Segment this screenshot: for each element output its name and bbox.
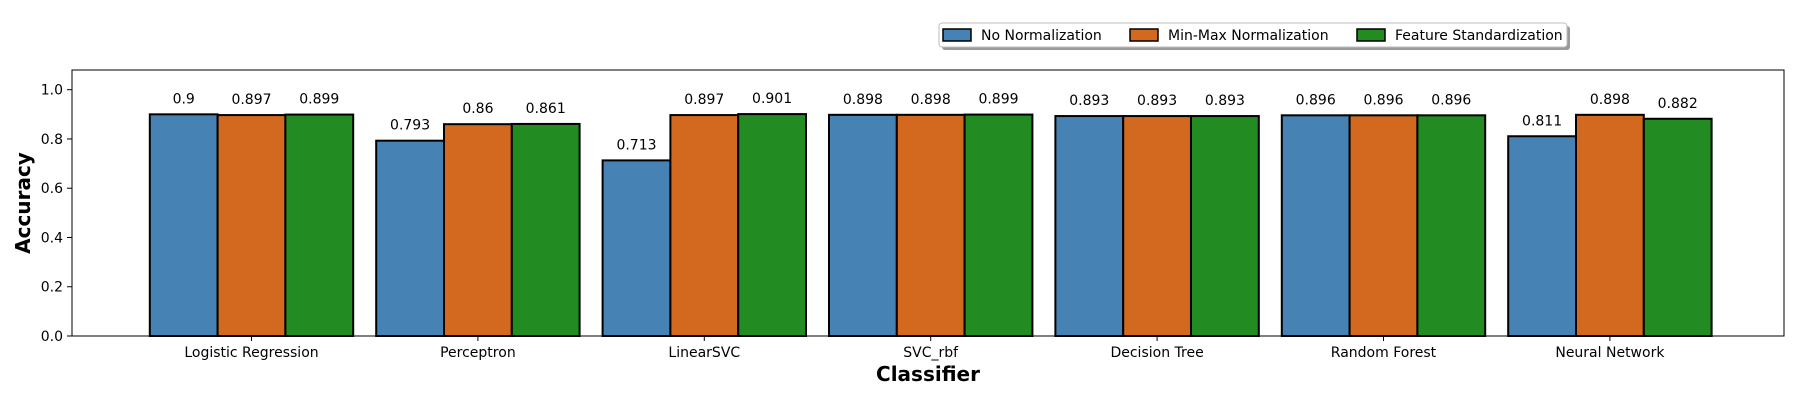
bars-group: [148, 113, 1713, 338]
bar-value-label: 0.897: [231, 92, 271, 108]
bar-value-label: 0.896: [1296, 92, 1336, 108]
bar: [443, 123, 513, 338]
bar: [1348, 114, 1419, 338]
y-tick-label: 0.6: [41, 181, 63, 197]
legend-label: No Normalization: [981, 28, 1102, 44]
bar: [828, 113, 898, 337]
bar: [1122, 115, 1192, 338]
y-axis: 0.0 0.2 0.4 0.6 0.8 1.0: [41, 83, 72, 345]
bar-value-label: 0.9: [173, 91, 195, 107]
bar: [737, 113, 808, 337]
bar-labels-group: 0.9 0.897 0.899 0.793 0.86 0.861 0.713 0.897 0.9…: [173, 91, 1698, 153]
bar-value-label: 0.793: [390, 118, 430, 134]
legend-swatch: [1129, 28, 1159, 42]
bar-value-label: 0.713: [616, 137, 656, 153]
bar-value-label: 0.897: [684, 92, 724, 108]
x-tick-label: Neural Network: [1555, 345, 1665, 361]
bar: [963, 113, 1034, 337]
bar-value-label: 0.896: [1431, 92, 1471, 108]
bar: [895, 113, 966, 337]
x-tick-label: Random Forest: [1331, 345, 1437, 361]
x-tick-label: Logistic Regression: [184, 345, 318, 361]
bar-value-label: 0.898: [911, 92, 951, 108]
y-axis-title: Accuracy: [11, 152, 35, 254]
y-tick-label: 0.4: [41, 230, 63, 246]
bar: [1416, 114, 1487, 338]
bar-value-label: 0.893: [1137, 93, 1177, 109]
bar: [148, 113, 219, 338]
x-tick-label: LinearSVC: [668, 345, 740, 361]
bar: [510, 122, 581, 337]
y-tick-label: 0.2: [41, 280, 63, 296]
bar: [1507, 135, 1577, 337]
legend-swatch: [1356, 28, 1386, 42]
x-tick-label: SVC_rbf: [903, 345, 959, 361]
bar: [669, 114, 740, 337]
bar: [284, 113, 355, 337]
legend-box: [938, 22, 1568, 48]
bar-value-label: 0.861: [526, 101, 566, 117]
bar: [1280, 114, 1351, 338]
bar-value-label: 0.898: [843, 92, 883, 108]
x-axis: Logistic Regression Perceptron LinearSVC SV…: [184, 336, 1665, 361]
legend-label: Feature Standardization: [1395, 28, 1563, 44]
bar: [375, 139, 446, 337]
bar: [1642, 117, 1713, 338]
legend-items: No Normalization Min-Max Normalization Fea…: [942, 28, 1563, 44]
bar: [1575, 113, 1645, 337]
x-tick-label: Perceptron: [440, 345, 516, 361]
bar-value-label: 0.86: [462, 101, 493, 117]
legend-swatch: [942, 28, 972, 42]
x-tick-label: Decision Tree: [1110, 345, 1203, 361]
bar: [216, 114, 287, 337]
y-tick-label: 1.0: [41, 83, 63, 99]
bar-value-label: 0.811: [1522, 113, 1562, 129]
bar-value-label: 0.901: [752, 91, 792, 107]
x-axis-title: Classifier: [876, 362, 980, 386]
y-tick-label: 0.0: [41, 329, 63, 345]
legend: No Normalization Min-Max Normalization Fea…: [938, 22, 1570, 50]
bar-value-label: 0.898: [1590, 92, 1630, 108]
bar-value-label: 0.896: [1363, 92, 1403, 108]
bar-value-label: 0.899: [978, 92, 1018, 108]
bar-value-label: 0.882: [1658, 96, 1698, 112]
bar: [1054, 115, 1125, 338]
bar-value-label: 0.899: [299, 92, 339, 108]
bar: [601, 159, 672, 337]
y-tick-label: 0.8: [41, 132, 63, 148]
legend-label: Min-Max Normalization: [1168, 28, 1329, 44]
bar-value-label: 0.893: [1205, 93, 1245, 109]
bar: [1190, 115, 1260, 338]
bar-value-label: 0.893: [1069, 93, 1109, 109]
